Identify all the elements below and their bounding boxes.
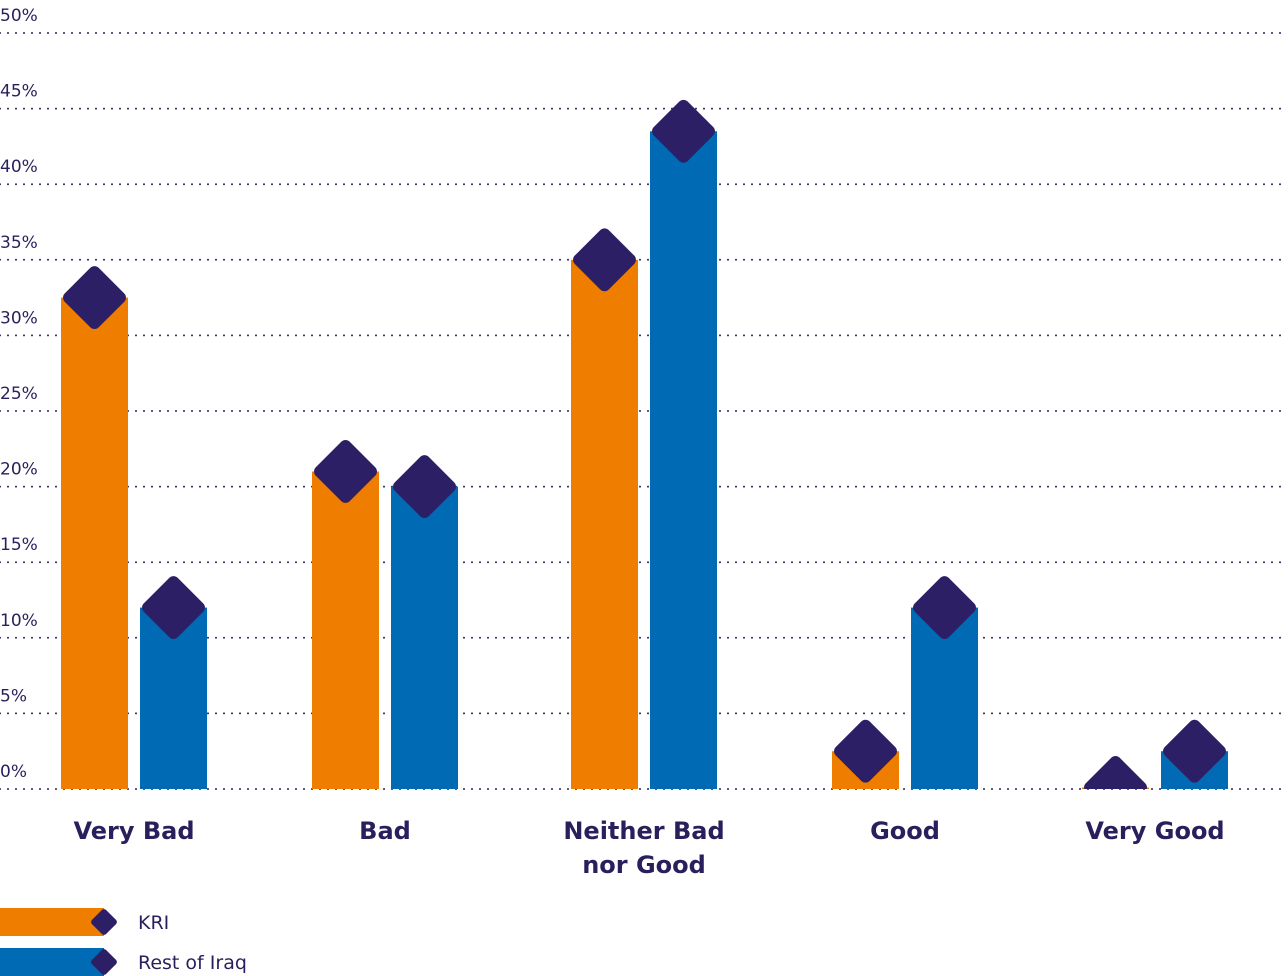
category-label: Very Bad [73, 817, 194, 845]
legend-swatch [0, 908, 104, 936]
category-label: Very Good [1085, 817, 1224, 845]
bar-group [61, 266, 128, 789]
y-tick-label: 30% [0, 308, 38, 328]
y-tick-label: 0% [0, 762, 27, 782]
bar-marker [142, 576, 205, 640]
category-label: Bad [359, 817, 411, 845]
bar-rest-of-iraq [391, 486, 458, 789]
y-tick-label: 25% [0, 384, 38, 404]
bar-kri [61, 297, 128, 789]
bar-marker [1163, 719, 1226, 783]
bar-group [911, 576, 978, 789]
category-label: nor Good [582, 851, 706, 879]
legend-marker [91, 909, 117, 935]
bar-kri [571, 259, 638, 789]
bar-group [1082, 756, 1149, 789]
bar-marker [393, 455, 456, 519]
y-tick-label: 45% [0, 82, 38, 102]
bar-group [832, 719, 899, 789]
y-tick-label: 15% [0, 535, 38, 555]
bars [61, 99, 1228, 789]
bar-group [1161, 719, 1228, 789]
bar-marker [573, 228, 636, 292]
x-axis-categories: Very Bad Bad Neither Bad nor Good Good Very G… [73, 817, 1224, 879]
y-tick-label: 50% [0, 6, 38, 26]
category-label: Good [870, 817, 940, 845]
legend-swatch [0, 948, 104, 976]
bar-marker [652, 99, 715, 163]
bar-group [391, 455, 458, 789]
y-axis-ticks: 0% 5% 10% 15% 20% 25% 30% 35% 40% 45% 50% [0, 6, 38, 782]
legend-item: KRI [0, 908, 169, 936]
bar-group [312, 440, 379, 789]
bar-marker [1084, 756, 1147, 789]
bar-group [140, 576, 207, 789]
bar-group [650, 99, 717, 789]
y-tick-label: 5% [0, 686, 27, 706]
bar-marker [63, 266, 126, 330]
legend: KRI Rest of Iraq [0, 908, 247, 976]
bar-marker [314, 440, 377, 503]
bar-group [571, 228, 638, 789]
legend-label: Rest of Iraq [138, 952, 247, 974]
y-tick-label: 20% [0, 460, 38, 480]
bar-marker [834, 719, 897, 783]
legend-label: KRI [138, 912, 169, 934]
legend-item: Rest of Iraq [0, 948, 247, 976]
y-tick-label: 35% [0, 233, 38, 253]
bar-marker [913, 576, 976, 640]
y-tick-label: 40% [0, 157, 38, 177]
category-label: Neither Bad [563, 817, 724, 845]
bar-kri [312, 471, 379, 789]
legend-marker [91, 949, 117, 975]
bar-rest-of-iraq [650, 131, 717, 789]
y-tick-label: 10% [0, 611, 38, 631]
